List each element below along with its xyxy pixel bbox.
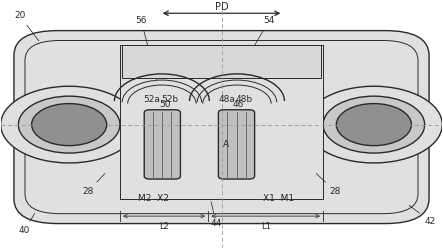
Text: M2  X2: M2 X2 (138, 194, 168, 203)
Text: 28: 28 (82, 174, 105, 196)
Text: L1: L1 (261, 222, 271, 231)
Circle shape (1, 86, 138, 163)
Bar (120, 45, 323, 199)
Text: L2: L2 (159, 222, 169, 231)
Text: 52b: 52b (161, 95, 178, 104)
Circle shape (323, 96, 425, 153)
Circle shape (31, 104, 107, 146)
FancyBboxPatch shape (218, 110, 255, 179)
Text: PD: PD (215, 2, 228, 12)
FancyBboxPatch shape (14, 31, 429, 224)
Bar (122, 45, 321, 78)
Text: 40: 40 (18, 214, 35, 236)
Text: 42: 42 (409, 205, 436, 226)
Text: 44: 44 (210, 201, 222, 228)
Text: 56: 56 (136, 16, 157, 80)
Circle shape (336, 104, 412, 146)
FancyBboxPatch shape (144, 110, 180, 179)
Text: 46: 46 (233, 100, 245, 117)
Circle shape (305, 86, 442, 163)
Text: X1  M1: X1 M1 (263, 194, 295, 203)
FancyBboxPatch shape (25, 41, 418, 214)
Text: 52a: 52a (144, 95, 161, 104)
Circle shape (18, 96, 120, 153)
Text: 20: 20 (14, 11, 39, 41)
Text: 28: 28 (316, 174, 341, 196)
Text: 48a: 48a (219, 95, 236, 104)
Text: 50: 50 (159, 100, 170, 117)
Text: 54: 54 (243, 16, 275, 65)
Text: A: A (223, 140, 229, 149)
Text: 48b: 48b (236, 95, 253, 104)
